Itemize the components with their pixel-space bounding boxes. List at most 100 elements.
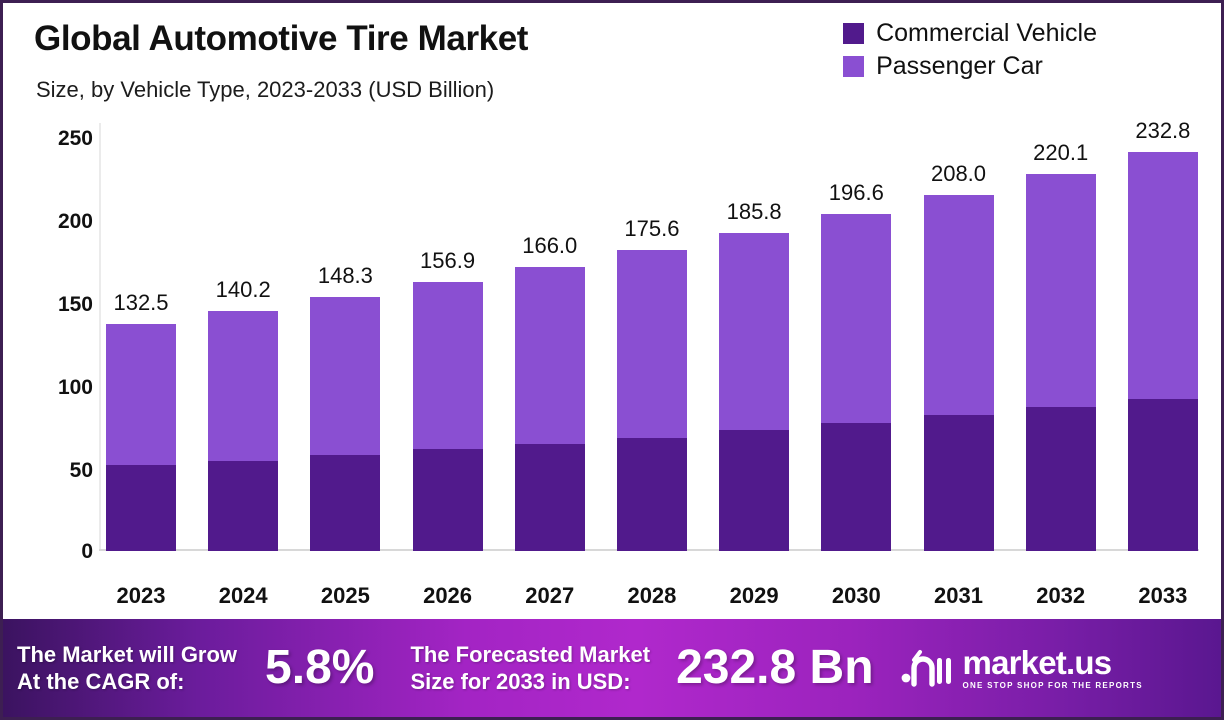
legend-label-passenger-car: Passenger Car: [876, 52, 1043, 80]
bar-segment-passenger-car[interactable]: [1127, 152, 1198, 399]
x-axis-tick-2033: 2033: [1138, 583, 1188, 608]
bar-segment-commercial-vehicle[interactable]: [310, 455, 381, 551]
y-axis-tick-250: 250: [57, 127, 93, 150]
legend-label-commercial-vehicle: Commercial Vehicle: [876, 19, 1097, 47]
bar-segment-passenger-car[interactable]: [821, 214, 892, 423]
y-axis-tick-200: 200: [57, 210, 93, 233]
bar-segment-passenger-car[interactable]: [310, 297, 381, 456]
legend-swatch-icon-commercial-vehicle: [843, 23, 865, 44]
chart-header: Global Automotive Tire Market Size, by V…: [3, 3, 1221, 115]
bar-segment-passenger-car[interactable]: [719, 232, 790, 431]
bar-group[interactable]: 156.9: [412, 115, 483, 551]
bar-segment-commercial-vehicle[interactable]: [514, 443, 585, 551]
x-axis-tick-2023: 2023: [116, 583, 166, 608]
x-axis-tick-2028: 2028: [627, 583, 677, 608]
bar-group[interactable]: 232.8: [1127, 115, 1198, 551]
cagr-value: 5.8%: [265, 641, 375, 694]
bar-segment-passenger-car[interactable]: [616, 250, 687, 438]
legend-item-commercial-vehicle[interactable]: Commercial Vehicle: [843, 21, 1097, 46]
bar-segment-passenger-car[interactable]: [514, 266, 585, 444]
bar-segment-commercial-vehicle[interactable]: [1025, 407, 1096, 551]
x-axis-tick-2027: 2027: [525, 583, 575, 608]
y-axis-line: [99, 123, 101, 551]
chart-legend: Commercial Vehicle Passenger Car: [843, 21, 1097, 79]
bar-group[interactable]: 175.6: [616, 115, 687, 551]
bar-stack[interactable]: [514, 266, 585, 551]
bar-stack[interactable]: [106, 324, 176, 551]
bar-total-label: 208.0: [930, 160, 987, 186]
bar-total-label: 148.3: [317, 263, 373, 289]
forecast-label-line-2: Size for 2033 in USD:: [410, 669, 631, 694]
bar-total-label: 232.8: [1135, 118, 1191, 144]
page-title: Global Automotive Tire Market: [34, 19, 529, 58]
bar-stack[interactable]: [821, 214, 892, 551]
bar-segment-commercial-vehicle[interactable]: [208, 460, 279, 551]
y-axis-tick-50: 50: [69, 459, 93, 482]
legend-swatch-icon-passenger-car: [843, 56, 865, 77]
y-axis-tick-150: 150: [57, 293, 93, 316]
legend-item-passenger-car[interactable]: Passenger Car: [843, 54, 1097, 79]
bar-stack[interactable]: [1127, 152, 1198, 551]
plot-area: 250 200 150 100 50 0 132.5 140.2 148.3 156.…: [3, 115, 1221, 615]
bar-stack[interactable]: [208, 310, 279, 551]
summary-banner: The Market will Grow At the CAGR of: 5.8…: [3, 619, 1221, 717]
bar-stack[interactable]: [1025, 174, 1096, 551]
bar-group[interactable]: 208.0: [923, 115, 994, 551]
x-axis-tick-2032: 2032: [1036, 583, 1086, 608]
logo-tagline: ONE STOP SHOP FOR THE REPORTS: [962, 681, 1143, 690]
bar-stack[interactable]: [616, 250, 687, 551]
bar-total-label: 140.2: [215, 276, 271, 302]
bar-series-container: 132.5 140.2 148.3 156.9 166.0 175.6 185.8 196.6…: [106, 115, 1198, 551]
bar-stack[interactable]: [310, 297, 381, 551]
x-axis-labels: 2023 2024 2025 2026 2027 2028 2029 2030 2031 2032…: [106, 583, 1198, 609]
bar-total-label: 185.8: [726, 198, 782, 224]
cagr-label: The Market will Grow At the CAGR of:: [17, 641, 237, 696]
bar-segment-commercial-vehicle[interactable]: [106, 465, 176, 551]
bar-segment-passenger-car[interactable]: [412, 282, 483, 450]
bar-total-label: 156.9: [420, 248, 476, 274]
bar-total-label: 132.5: [113, 290, 169, 316]
bar-group[interactable]: 166.0: [514, 115, 585, 551]
market-us-logo[interactable]: market.us ONE STOP SHOP FOR THE REPORTS: [900, 646, 1143, 690]
bar-group[interactable]: 148.3: [310, 115, 381, 551]
forecast-value: 232.8 Bn: [676, 641, 874, 694]
bar-segment-commercial-vehicle[interactable]: [923, 415, 994, 551]
logo-wordmark: market.us: [962, 644, 1113, 681]
bar-segment-passenger-car[interactable]: [1025, 174, 1096, 408]
y-axis-tick-0: 0: [81, 540, 93, 563]
bar-segment-commercial-vehicle[interactable]: [412, 449, 483, 551]
bar-segment-passenger-car[interactable]: [923, 194, 994, 416]
market-us-logo-icon: [901, 650, 951, 687]
bar-group[interactable]: 140.2: [208, 115, 279, 551]
forecast-label: The Forecasted Market Size for 2033 in U…: [410, 641, 650, 696]
bar-total-label: 220.1: [1033, 140, 1089, 166]
x-axis-tick-2025: 2025: [320, 583, 370, 608]
bar-group[interactable]: 185.8: [719, 115, 790, 551]
page-subtitle: Size, by Vehicle Type, 2023-2033 (USD Bi…: [36, 77, 495, 102]
bar-segment-passenger-car[interactable]: [106, 324, 176, 466]
bar-total-label: 166.0: [522, 232, 578, 258]
x-axis-tick-2029: 2029: [729, 583, 779, 608]
bar-segment-commercial-vehicle[interactable]: [616, 437, 687, 551]
cagr-label-line-2: At the CAGR of:: [17, 669, 185, 694]
market-us-logo-text: market.us ONE STOP SHOP FOR THE REPORTS: [963, 646, 1143, 690]
bar-stack[interactable]: [719, 232, 790, 551]
x-axis-tick-2030: 2030: [831, 583, 881, 608]
bar-segment-commercial-vehicle[interactable]: [1127, 398, 1198, 551]
x-axis-tick-2026: 2026: [423, 583, 473, 608]
cagr-label-line-1: The Market will Grow: [17, 641, 238, 667]
bar-stack[interactable]: [923, 194, 994, 551]
bar-group[interactable]: 196.6: [821, 115, 892, 551]
x-axis-tick-2031: 2031: [934, 583, 983, 608]
bar-segment-commercial-vehicle[interactable]: [821, 422, 892, 551]
forecast-label-line-1: The Forecasted Market: [410, 641, 651, 667]
bar-segment-commercial-vehicle[interactable]: [719, 430, 790, 551]
y-axis-tick-100: 100: [57, 376, 93, 399]
bar-group[interactable]: 220.1: [1025, 115, 1096, 551]
bar-total-label: 196.6: [828, 180, 884, 206]
bar-stack[interactable]: [412, 282, 483, 551]
bar-group[interactable]: 132.5: [106, 115, 176, 551]
bar-segment-passenger-car[interactable]: [208, 310, 279, 461]
bar-total-label: 175.6: [624, 216, 680, 242]
